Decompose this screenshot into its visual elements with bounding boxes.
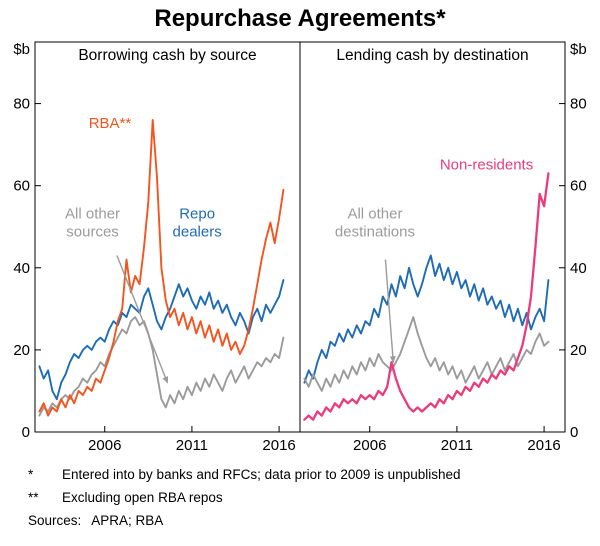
sources-label: Sources: <box>28 513 82 528</box>
y-tick-label-left: 0 <box>22 424 30 441</box>
panel-subtitle: Borrowing cash by source <box>78 47 256 64</box>
y-tick-label-left: 60 <box>13 178 30 195</box>
annotation-label: RBA** <box>89 115 132 132</box>
sources-line: Sources: APRA; RBA <box>28 512 592 529</box>
y-tick-label-left: 20 <box>13 342 30 359</box>
y-tick-label-right: 80 <box>570 96 587 113</box>
series-line-all-other-destinations <box>303 316 550 392</box>
y-tick-label-right: 0 <box>570 424 578 441</box>
series-line-rba <box>38 119 285 417</box>
y-tick-label-right: 40 <box>570 260 587 277</box>
y-axis-unit-left: $b <box>13 41 30 58</box>
y-tick-label-left: 40 <box>13 260 30 277</box>
annotation-label: All other sources <box>65 206 120 241</box>
y-tick-label-right: 60 <box>570 178 587 195</box>
x-tick-label: 2006 <box>88 437 121 454</box>
annotation-label: Non-residents <box>440 156 533 173</box>
footnote-row: ** Excluding open RBA repos <box>28 489 592 506</box>
footnote-text: Entered into by banks and RFCs; data pri… <box>62 467 461 482</box>
footnote-marker: * <box>28 467 34 482</box>
x-tick-label: 2011 <box>441 437 473 454</box>
series-line-all-other-sources <box>38 316 285 417</box>
footnote-text: Excluding open RBA repos <box>62 490 223 505</box>
y-tick-label-right: 20 <box>570 342 587 359</box>
chart-panel-right: Lending cash by destination 2006 2011 2016 N… <box>303 47 561 454</box>
chart-panel-left: Borrowing cash by source 2006 2011 2016 RBA*… <box>38 47 296 454</box>
annotation-label: Repo dealers <box>173 206 222 241</box>
chart-area: Borrowing cash by source 2006 2011 2016 RBA*… <box>0 34 600 460</box>
x-tick-label: 2016 <box>527 437 560 454</box>
panel-subtitle: Lending cash by destination <box>336 47 528 64</box>
x-tick-label: 2006 <box>353 437 386 454</box>
x-tick-label: 2011 <box>176 437 208 454</box>
footnote-marker: ** <box>28 490 39 505</box>
x-tick-label: 2016 <box>262 437 295 454</box>
axes: 0 0 20 20 40 40 60 60 80 80 $b $b <box>13 41 586 441</box>
footnote-row: * Entered into by banks and RFCs; data p… <box>28 466 592 483</box>
y-axis-unit-right: $b <box>570 41 587 58</box>
series-line-repo-dealers <box>38 279 285 401</box>
chart-title: Repurchase Agreements* <box>154 5 446 32</box>
annotation-arrow <box>384 259 396 364</box>
chart-svg: Borrowing cash by source 2006 2011 2016 RBA*… <box>13 41 586 454</box>
series-line-non-residents <box>303 172 550 421</box>
y-tick-label-left: 80 <box>13 96 30 113</box>
sources-value: APRA; RBA <box>91 513 164 528</box>
footnotes: * Entered into by banks and RFCs; data p… <box>28 466 592 529</box>
annotation-arrow <box>116 255 169 384</box>
series-line-repo-dealers <box>303 254 550 384</box>
annotation-label: All other destinations <box>335 206 415 241</box>
